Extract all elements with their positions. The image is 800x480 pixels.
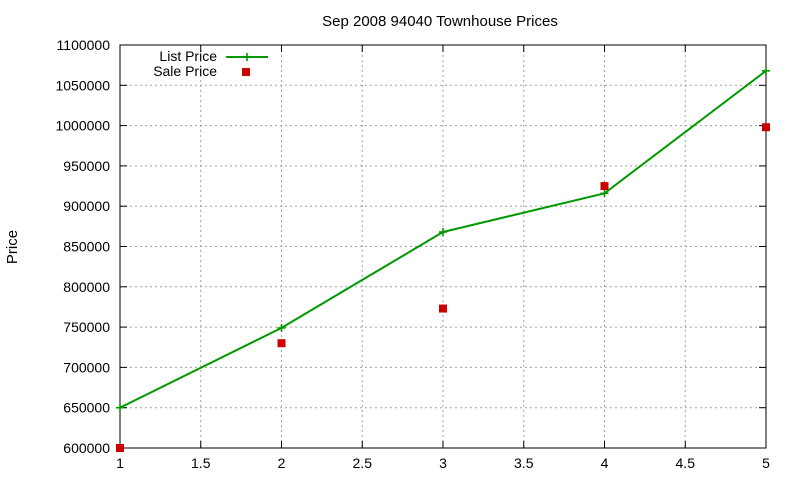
y-axis-label: Price xyxy=(4,230,21,264)
data-point-sale-price xyxy=(600,182,609,191)
chart-title: Sep 2008 94040 Townhouse Prices xyxy=(322,13,558,30)
x-tick-label: 2 xyxy=(278,455,286,471)
grid-layer xyxy=(120,45,766,448)
x-tick-label: 1.5 xyxy=(191,455,211,471)
legend-label-list-price: List Price xyxy=(159,48,217,64)
data-point-list-price xyxy=(600,189,609,198)
x-tick-label: 3 xyxy=(439,455,447,471)
legend: List Price Sale Price xyxy=(153,48,268,79)
y-tick-label: 800000 xyxy=(63,279,110,295)
y-tick-label: 600000 xyxy=(63,440,110,456)
y-tick-label: 950000 xyxy=(63,158,110,174)
tick-layer: 1 1.5 2 2.5 3 3.5 4 4.5 5 600000 650000 700000 75000… xyxy=(55,37,770,471)
y-tick-label: 900000 xyxy=(63,198,110,214)
x-tick-label: 5 xyxy=(762,455,770,471)
legend-square-marker xyxy=(242,68,250,76)
data-point-sale-price xyxy=(439,304,447,313)
x-tick-label: 1 xyxy=(116,455,124,471)
legend-label-sale-price: Sale Price xyxy=(153,63,217,79)
data-point-list-price xyxy=(762,66,770,75)
legend-marker-sale-price xyxy=(242,68,250,76)
y-tick-label: 750000 xyxy=(63,319,110,335)
x-tick-label: 3.5 xyxy=(514,455,534,471)
data-point-list-price xyxy=(439,227,447,236)
y-tick-label: 1000000 xyxy=(55,118,110,134)
y-tick-label: 650000 xyxy=(63,400,110,416)
x-tick-label: 4.5 xyxy=(676,455,696,471)
data-point-sale-price xyxy=(762,123,770,132)
data-point-sale-price xyxy=(116,444,124,452)
y-tick-label: 700000 xyxy=(63,359,110,375)
data-point-list-price xyxy=(116,403,124,412)
legend-marker-list-price xyxy=(243,53,251,61)
series-layer xyxy=(116,66,770,452)
y-tick-label: 1050000 xyxy=(55,77,110,93)
y-tick-label: 850000 xyxy=(63,239,110,255)
data-point-sale-price xyxy=(277,339,286,348)
x-tick-label: 4 xyxy=(601,455,609,471)
x-tick-label: 2.5 xyxy=(353,455,373,471)
legend-plus-marker xyxy=(243,53,251,61)
y-tick-label: 1100000 xyxy=(57,37,111,53)
data-point-list-price xyxy=(277,323,286,332)
